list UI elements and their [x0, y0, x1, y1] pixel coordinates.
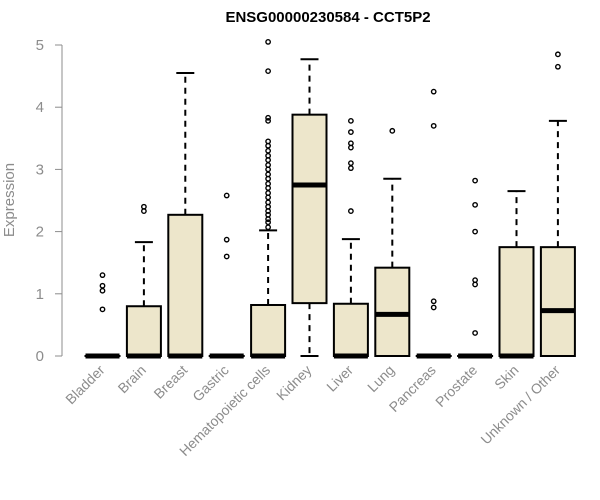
y-tick-label: 0	[36, 348, 44, 365]
y-axis-label: Expression	[1, 163, 18, 237]
outlier-point	[265, 152, 271, 159]
box-rect	[250, 303, 287, 358]
x-category-label: Skin	[491, 362, 522, 393]
box-kidney	[291, 58, 328, 357]
outlier-point	[265, 147, 271, 154]
outlier-point	[265, 224, 271, 231]
outlier-point	[347, 208, 354, 214]
outlier-point	[347, 160, 354, 167]
outlier-point	[265, 199, 271, 206]
box-rect	[125, 305, 162, 357]
outlier-point	[265, 171, 271, 178]
outlier-point	[265, 162, 271, 168]
outlier-point	[265, 68, 271, 75]
box-liver	[332, 117, 369, 359]
x-category-label: Liver	[323, 362, 356, 395]
outlier-point	[472, 201, 478, 208]
outlier-point	[265, 190, 271, 196]
outlier-point	[223, 236, 230, 243]
outlier-point	[99, 306, 106, 313]
outlier-point	[99, 282, 106, 289]
outlier-point	[389, 127, 396, 134]
outlier-point	[430, 122, 437, 129]
outlier-point	[472, 330, 478, 336]
box-rect	[332, 302, 369, 358]
box-skin	[498, 190, 535, 359]
outlier-point	[265, 114, 271, 121]
box-bladder	[84, 272, 121, 359]
y-axis: 0 1 2 3 4 5	[36, 37, 63, 365]
chart-title: ENSG00000230584 - CCT5P2	[225, 9, 430, 26]
outlier-point	[99, 287, 106, 294]
outlier-point	[223, 253, 230, 260]
box-pancreas	[415, 88, 452, 359]
y-tick-label: 2	[36, 224, 44, 241]
box-hematopoietic-cells	[250, 38, 287, 359]
outlier-point	[99, 272, 106, 279]
box-breast	[167, 71, 204, 359]
x-category-label: Lung	[364, 362, 397, 395]
box-rect	[498, 246, 535, 357]
y-tick-label: 3	[36, 161, 44, 178]
y-tick-label: 1	[36, 286, 44, 303]
box-prostate	[457, 177, 494, 359]
outlier-point	[472, 277, 478, 284]
outlier-point	[555, 51, 561, 58]
y-tick-label: 5	[36, 37, 44, 54]
outlier-point	[472, 228, 478, 235]
outlier-point	[223, 192, 230, 199]
outlier-point	[265, 138, 271, 145]
box-gastric	[208, 192, 245, 359]
outlier-point	[347, 129, 354, 135]
outlier-point	[430, 88, 437, 95]
outlier-point	[265, 180, 271, 187]
box-rect	[539, 246, 576, 357]
outlier-point	[265, 38, 271, 45]
box-brain	[125, 203, 162, 359]
outlier-point	[555, 63, 561, 70]
outlier-point	[265, 117, 271, 124]
x-category-label: Brain	[115, 362, 149, 396]
x-category-label: Prostate	[432, 362, 480, 410]
outlier-point	[347, 140, 354, 147]
y-tick-label: 4	[36, 99, 44, 116]
outlier-point	[430, 298, 437, 305]
outlier-point	[430, 304, 437, 311]
x-category-label: Breast	[150, 362, 190, 402]
outlier-point	[140, 203, 147, 210]
box-unknown-other	[539, 51, 576, 357]
outlier-point	[347, 165, 354, 172]
box-rect	[167, 213, 204, 357]
x-category-label: Kidney	[273, 362, 315, 404]
box-lung	[374, 127, 411, 357]
x-category-label: Bladder	[62, 362, 108, 408]
box-rect	[291, 113, 328, 305]
outlier-point	[265, 219, 271, 226]
x-category-label: Unknown / Other	[477, 362, 563, 448]
boxes-group	[84, 38, 576, 359]
outlier-point	[347, 117, 354, 124]
outlier-point	[472, 177, 478, 184]
